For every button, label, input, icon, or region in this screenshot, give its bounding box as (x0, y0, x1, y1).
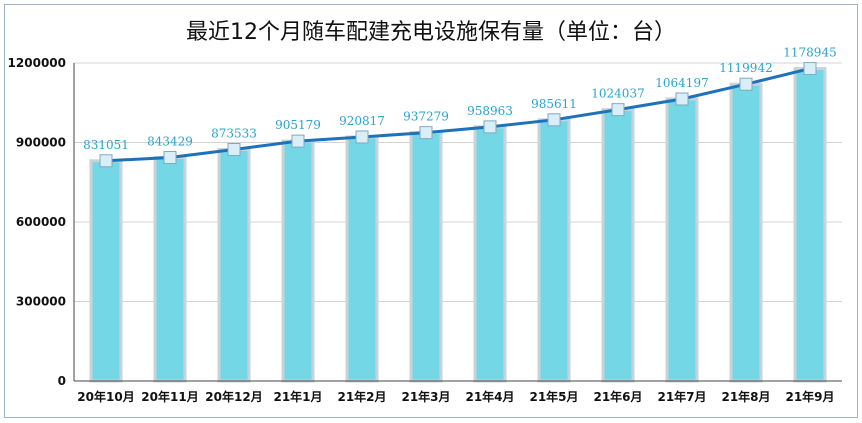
bar-7 (537, 118, 571, 383)
data-label-4: 920817 (339, 114, 385, 128)
marker-10 (739, 77, 753, 91)
x-tick-label-4: 21年2月 (337, 389, 386, 404)
marker-5 (419, 126, 433, 140)
data-labels: 831051 843429 873533 905179 920817 937279 9589… (83, 46, 837, 152)
bar-11 (793, 67, 827, 383)
x-tick-label-9: 21年7月 (657, 389, 706, 404)
bar-9 (665, 97, 699, 383)
marker-2 (227, 143, 241, 157)
x-tick-label-7: 21年5月 (529, 389, 578, 404)
data-label-1: 843429 (147, 134, 193, 148)
y-tick-label-4: 1200000 (8, 56, 66, 70)
x-tick-label-6: 21年4月 (465, 389, 514, 404)
y-tick-label-0: 0 (58, 374, 66, 388)
marker-4 (355, 130, 369, 144)
data-label-8: 1024037 (591, 87, 644, 101)
grid-lines (74, 62, 842, 382)
y-tick-label-2: 600000 (16, 215, 66, 229)
data-label-10: 1119942 (719, 61, 772, 75)
y-tick-label-1: 300000 (16, 295, 66, 309)
series-line (105, 67, 811, 163)
x-tick-label-10: 21年8月 (721, 389, 770, 404)
x-tick-label-1: 20年11月 (141, 389, 198, 404)
bar-1 (153, 155, 187, 383)
x-tick-label-2: 20年12月 (205, 389, 262, 404)
bar-3 (281, 139, 315, 383)
data-label-2: 873533 (211, 127, 257, 141)
y-tick-label-3: 900000 (16, 136, 66, 150)
data-label-3: 905179 (275, 118, 321, 132)
data-label-6: 958963 (467, 104, 513, 118)
marker-7 (547, 113, 561, 127)
bar-8 (601, 108, 635, 383)
x-tick-label-0: 20年10月 (77, 389, 134, 404)
bar-2 (217, 148, 251, 383)
x-tick-label-3: 21年1月 (273, 389, 322, 404)
marker-1 (163, 150, 177, 164)
marker-3 (291, 134, 305, 148)
bar-4 (345, 135, 379, 383)
trend-line (99, 62, 817, 168)
x-tick-label-5: 21年3月 (401, 389, 450, 404)
x-tick-label-11: 21年9月 (785, 389, 834, 404)
data-label-0: 831051 (83, 138, 129, 152)
marker-9 (675, 92, 689, 106)
data-label-11: 1178945 (783, 46, 836, 60)
data-label-5: 937279 (403, 110, 449, 124)
chart-title: 最近12个月随车配建充电设施保有量（单位：台） (186, 20, 676, 45)
data-label-7: 985611 (531, 97, 577, 111)
y-axis: 0 300000 600000 900000 1200000 (8, 56, 75, 388)
marker-0 (99, 154, 113, 168)
marker-6 (483, 120, 497, 134)
x-axis: 20年10月 20年11月 20年12月 21年1月 21年2月 21年3月 21年4月 21… (74, 380, 842, 404)
bar-0 (89, 159, 123, 383)
marker-8 (611, 103, 625, 117)
x-tick-label-8: 21年6月 (593, 389, 642, 404)
bar-10 (729, 82, 763, 383)
bars (89, 67, 827, 383)
data-label-9: 1064197 (655, 76, 708, 90)
bar-5 (409, 131, 443, 383)
marker-11 (803, 62, 817, 76)
bar-6 (473, 125, 507, 383)
